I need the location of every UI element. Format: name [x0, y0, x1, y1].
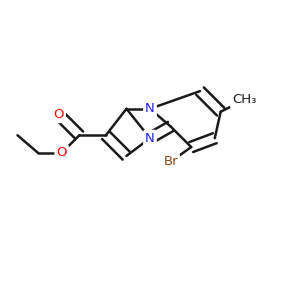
Text: N: N [145, 132, 155, 145]
Text: CH₃: CH₃ [232, 93, 256, 106]
Text: N: N [145, 102, 155, 115]
Text: Br: Br [163, 155, 178, 168]
Text: O: O [56, 146, 67, 159]
Text: O: O [53, 108, 64, 121]
